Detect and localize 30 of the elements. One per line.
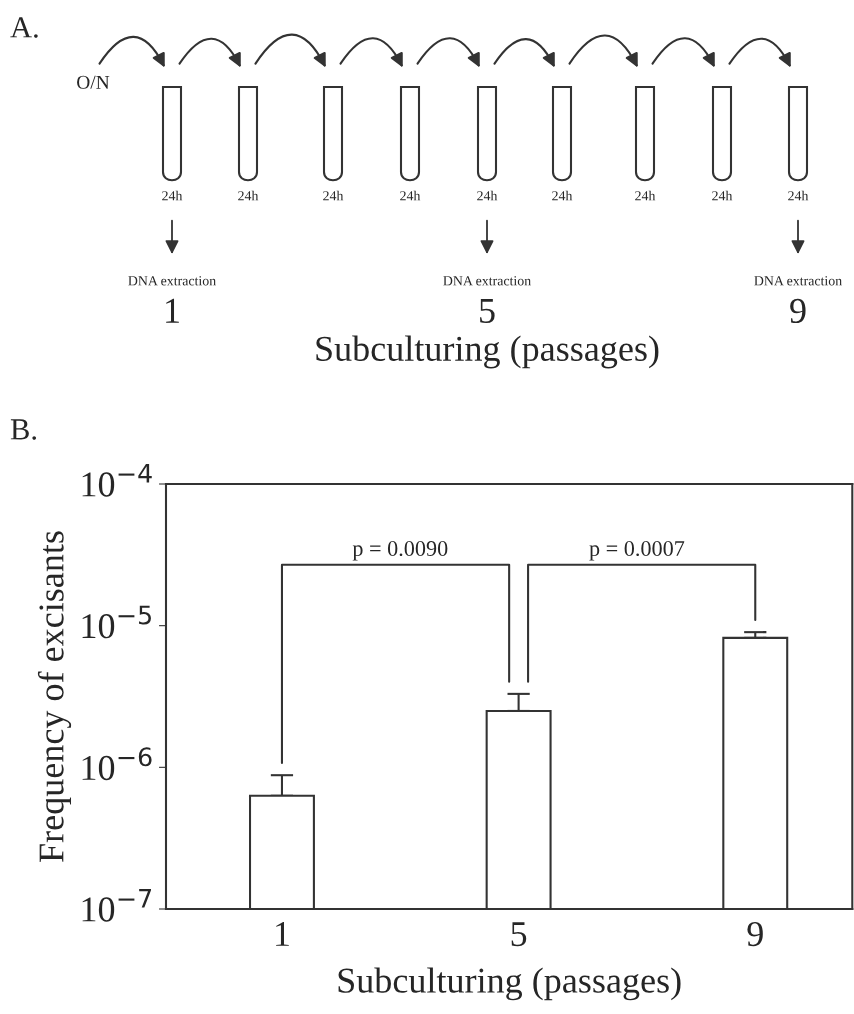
text: DNA extraction xyxy=(443,276,531,286)
text: 24h xyxy=(238,190,259,201)
text: 24h xyxy=(788,190,809,201)
text: DNA extraction xyxy=(128,276,216,286)
text: O/N xyxy=(77,75,110,89)
text: 24h xyxy=(400,190,421,201)
text: 24h xyxy=(712,190,733,201)
chart-title: B. xyxy=(10,419,36,440)
text: 24h xyxy=(162,190,183,201)
annotation: p = 0.0007 xyxy=(589,540,685,561)
x-tick-label: 5 xyxy=(511,922,527,947)
text: 24h xyxy=(477,190,498,201)
text: 24h xyxy=(635,190,656,201)
x-tick-label: 1 xyxy=(276,922,289,946)
y-axis-title: Frequency of excisants xyxy=(37,531,72,862)
annotation: p = 0.0090 xyxy=(352,540,448,561)
y-tick-label: 10$^{−4}$ xyxy=(82,464,152,497)
text: 5 xyxy=(480,299,495,324)
text: A. xyxy=(10,17,38,38)
text: 24h xyxy=(552,190,573,201)
text: DNA extraction xyxy=(754,276,842,286)
text: 24h xyxy=(323,190,344,201)
y-tick-label: 10$^{−5}$ xyxy=(82,605,151,639)
x-axis-title: Subculturing (passages) xyxy=(338,967,681,1001)
text: 1 xyxy=(166,298,179,323)
y-tick-label: 10$^{−6}$ xyxy=(82,747,152,781)
x-tick-label: 9 xyxy=(747,921,763,947)
text: 9 xyxy=(790,298,806,324)
text: Subculturing (passages) xyxy=(316,335,659,369)
y-tick-label: 10$^{−7}$ xyxy=(82,889,151,922)
